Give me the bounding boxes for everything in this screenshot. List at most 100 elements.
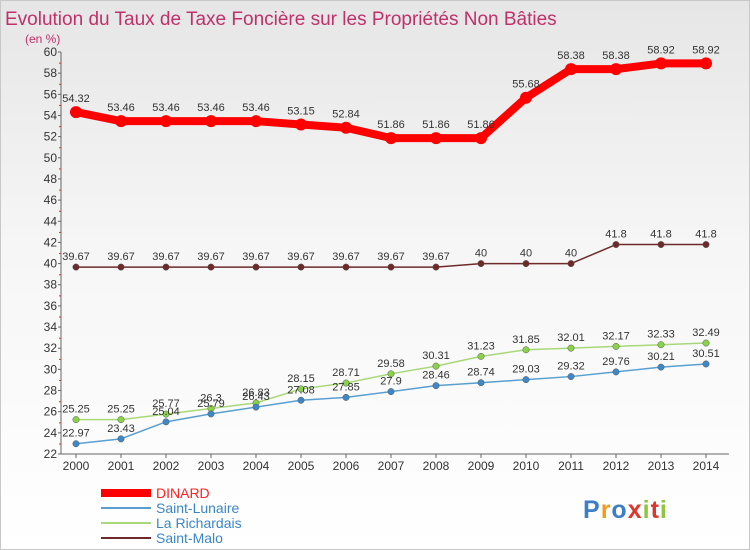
y-tick-label: 26 [44,405,58,419]
data-label-dinard: 58.38 [602,50,630,62]
data-label-la-richardais: 32.33 [647,329,675,341]
data-point-saint-malo [207,263,215,271]
data-label-saint-lunaire: 30.51 [692,348,720,360]
data-label-dinard: 54.32 [62,93,90,105]
data-point-dinard [565,63,577,76]
data-point-saint-lunaire [162,418,170,426]
data-label-saint-lunaire: 27.85 [332,381,360,393]
data-label-saint-lunaire: 28.46 [422,370,450,382]
data-point-dinard [250,115,262,128]
data-label-la-richardais: 28.15 [287,373,315,385]
data-point-la-richardais [567,344,575,352]
y-tick-label: 34 [44,320,58,334]
data-point-saint-lunaire [252,403,260,411]
data-label-saint-malo: 39.67 [107,251,135,263]
data-point-la-richardais [297,385,305,393]
data-label-la-richardais: 30.31 [422,350,450,362]
x-tick-label: 2003 [198,459,225,473]
data-point-la-richardais [522,346,530,354]
data-label-saint-malo: 40 [565,248,577,260]
data-label-la-richardais: 28.71 [332,367,360,379]
y-tick-label: 28 [44,384,58,398]
data-label-la-richardais: 25.77 [152,398,180,410]
data-label-dinard: 53.46 [242,102,270,114]
data-point-dinard [520,91,532,104]
data-point-dinard [430,132,442,145]
data-label-saint-lunaire: 27.9 [380,376,401,388]
brand-letter: P [583,496,601,524]
data-point-dinard [160,115,172,128]
data-point-la-richardais [387,370,395,378]
data-point-la-richardais [432,362,440,370]
data-label-dinard: 51.86 [422,119,450,131]
x-tick-label: 2011 [558,459,584,473]
brand-letter: o [611,496,627,524]
data-label-saint-lunaire: 29.76 [602,356,630,368]
data-label-saint-lunaire: 29.32 [557,361,585,373]
data-point-dinard [205,115,217,128]
data-label-saint-malo: 41.8 [605,229,626,241]
brand-wordmark: Proxiti [583,496,668,524]
data-point-saint-lunaire [567,373,575,381]
data-point-dinard [385,132,397,145]
y-tick-label: 60 [44,45,58,59]
data-label-saint-malo: 39.67 [242,251,270,263]
data-label-saint-malo: 40 [520,248,532,260]
data-label-saint-malo: 40 [475,248,487,260]
data-point-saint-lunaire [477,379,485,387]
brand-letter: t [651,496,660,524]
x-tick-label: 2009 [468,459,495,473]
data-point-saint-malo [117,263,125,271]
data-point-saint-malo [522,260,530,268]
x-tick-label: 2002 [153,459,180,473]
data-point-la-richardais [702,339,710,347]
data-point-saint-lunaire [207,410,215,418]
brand-letter: x [628,496,643,524]
data-point-la-richardais [342,379,350,387]
proxiti-logo: Proxiti [583,496,668,524]
y-tick-label: 36 [44,299,58,313]
y-tick-label: 42 [44,235,58,249]
data-point-saint-lunaire [657,363,665,371]
data-point-saint-malo [162,263,170,271]
data-point-saint-lunaire [612,368,620,376]
x-tick-label: 2010 [513,459,540,473]
data-point-la-richardais [117,416,125,424]
x-tick-label: 2014 [693,459,720,473]
data-label-la-richardais: 32.17 [602,330,630,342]
data-point-saint-lunaire [117,435,125,443]
x-tick-label: 2001 [108,459,135,473]
data-point-saint-malo [297,263,305,271]
data-label-dinard: 53.15 [287,105,315,117]
data-point-saint-malo [477,260,485,268]
data-label-saint-malo: 39.67 [332,251,360,263]
data-label-saint-lunaire: 29.03 [512,364,540,376]
y-tick-label: 24 [44,426,58,440]
y-tick-label: 38 [44,278,58,292]
data-point-la-richardais [162,410,170,418]
data-label-saint-lunaire: 27.08 [287,384,315,396]
legend-label-saint-malo: Saint-Malo [156,530,223,546]
data-point-dinard [70,106,82,119]
data-label-la-richardais: 31.23 [467,340,495,352]
y-tick-label: 32 [44,341,58,355]
data-label-dinard: 55.68 [512,79,540,91]
x-tick-label: 2006 [333,459,360,473]
data-label-saint-malo: 39.67 [62,251,90,263]
y-tick-label: 22 [44,447,58,461]
data-label-saint-lunaire: 25.04 [152,406,180,418]
x-tick-label: 2004 [243,459,270,473]
y-tick-label: 52 [44,130,58,144]
y-tick-label: 40 [44,257,58,271]
data-point-la-richardais [657,341,665,349]
data-label-la-richardais: 26.83 [242,387,270,399]
data-point-saint-lunaire [432,382,440,390]
data-point-dinard [295,118,307,131]
y-tick-label: 48 [44,172,58,186]
y-tick-label: 44 [44,214,58,228]
data-point-saint-malo [567,260,575,268]
data-label-saint-lunaire: 28.74 [467,367,495,379]
